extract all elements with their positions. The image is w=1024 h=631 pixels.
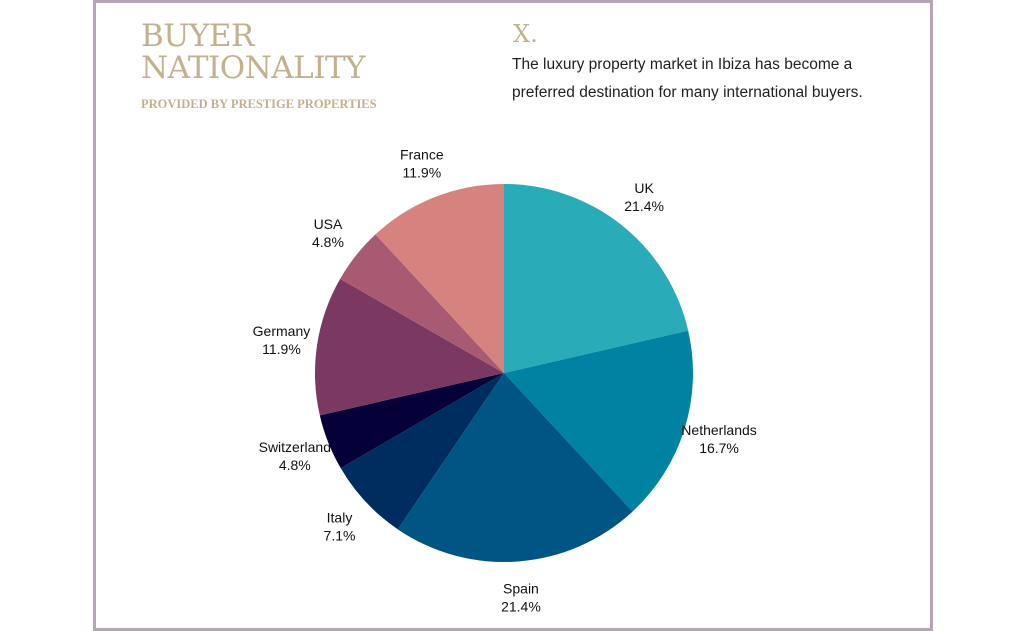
title-line-2: NATIONALITY	[141, 50, 366, 86]
slice-label: Netherlands	[681, 422, 757, 438]
pie-slice-usa	[340, 234, 504, 373]
slice-percent: 21.4%	[624, 198, 664, 214]
slice-percent: 11.9%	[402, 165, 441, 181]
slice-percent: 11.9%	[262, 341, 301, 357]
slice-percent: 7.1%	[324, 528, 356, 544]
slice-label: Spain	[503, 580, 539, 596]
title-line-1: BUYER	[141, 18, 254, 54]
pie-slice-netherlands	[504, 330, 694, 512]
pie-slice-uk	[504, 183, 689, 373]
slice-label: Switzerland	[259, 439, 331, 455]
pie-slice-spain	[397, 373, 633, 562]
pie-slice-switzerland	[319, 373, 504, 469]
chart-title: BUYER NATIONALITY	[141, 18, 366, 86]
slice-label: UK	[634, 180, 654, 196]
pie-slice-germany	[314, 278, 504, 416]
slice-label: Italy	[327, 510, 353, 526]
slice-percent: 4.8%	[312, 234, 344, 250]
pie-slice-france	[375, 184, 504, 373]
brand-mark: X.	[513, 20, 538, 48]
pie-slice-italy	[340, 373, 504, 530]
chart-subtitle: PROVIDED BY PRESTIGE PROPERTIES	[141, 97, 377, 111]
slice-percent: 21.4%	[501, 598, 541, 614]
slice-percent: 4.8%	[279, 457, 311, 473]
slice-label: France	[400, 147, 444, 163]
slice-label: USA	[314, 216, 343, 232]
slice-percent: 16.7%	[699, 440, 739, 456]
description: The luxury property market in Ibiza has …	[512, 56, 863, 101]
slice-label: Germany	[253, 323, 311, 339]
